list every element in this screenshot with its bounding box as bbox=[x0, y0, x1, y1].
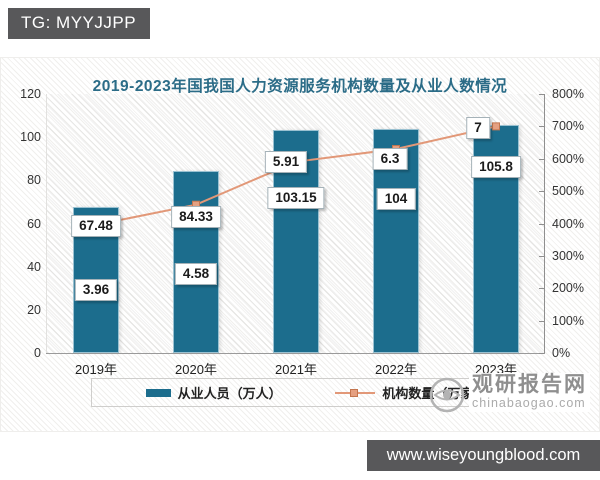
right-axis-tick-mark bbox=[539, 126, 544, 128]
right-axis-tick: 200% bbox=[552, 281, 584, 296]
watermark-site-url: chinabaogao.com bbox=[472, 396, 586, 410]
right-axis-tick: 800% bbox=[552, 87, 584, 101]
right-axis-tick: 500% bbox=[552, 184, 584, 199]
right-axis-tick: 400% bbox=[552, 216, 584, 231]
line-value-label: 6.3 bbox=[372, 148, 408, 170]
bottom-banner: www.wiseyoungblood.com bbox=[367, 440, 600, 471]
left-axis-tick: 20 bbox=[27, 302, 41, 317]
right-axis-tick: 700% bbox=[552, 119, 584, 134]
legend-line-marker bbox=[335, 388, 376, 398]
bar-value-label: 84.33 bbox=[171, 206, 221, 228]
right-axis-tick: 100% bbox=[552, 313, 584, 328]
line-value-label: 7 bbox=[466, 117, 490, 139]
x-axis-label: 2021年 bbox=[275, 362, 317, 377]
bar-value-label: 104 bbox=[376, 188, 416, 210]
right-axis-tick-mark bbox=[539, 223, 544, 225]
watermark-site-name: 观研报告网 bbox=[472, 373, 587, 396]
right-axis-tick-mark bbox=[539, 320, 544, 322]
legend-item-employees: 从业人员（万人） bbox=[145, 383, 282, 402]
bar-value-label: 67.48 bbox=[71, 215, 121, 237]
x-axis-label: 2020年 bbox=[175, 362, 217, 377]
right-axis-tick-mark bbox=[539, 353, 544, 354]
right-axis-tick-mark bbox=[539, 158, 544, 160]
eye-logo-icon bbox=[427, 375, 467, 420]
right-axis-tick-mark bbox=[539, 94, 544, 95]
legend-item-agencies: 机构数量（万家） bbox=[335, 383, 486, 402]
chart-title: 2019-2023年国我国人力资源服务机构数量及从业人数情况 bbox=[92, 78, 508, 95]
left-axis-tick: 40 bbox=[27, 259, 41, 274]
line-value-label: 5.91 bbox=[264, 151, 308, 173]
left-axis-tick: 0 bbox=[34, 346, 41, 360]
left-axis-tick: 100 bbox=[20, 130, 41, 145]
bar-value-label: 103.15 bbox=[267, 187, 325, 209]
right-axis-tick-mark bbox=[539, 255, 544, 257]
right-axis-line bbox=[544, 94, 545, 353]
chart-region: 2019-2023年国我国人力资源服务机构数量及从业人数情况 0 20 40 60 80… bbox=[0, 57, 600, 432]
right-axis-tick: 300% bbox=[552, 248, 584, 263]
right-axis-tick: 600% bbox=[552, 151, 584, 166]
watermark-text: 观研报告网 chinabaogao.com bbox=[469, 373, 590, 412]
x-axis-label: 2022年 bbox=[375, 362, 417, 377]
right-axis-tick: 0% bbox=[552, 346, 571, 360]
line-value-label: 4.58 bbox=[174, 263, 218, 285]
x-axis-label: 2019年 bbox=[75, 362, 117, 377]
left-axis-tick: 60 bbox=[27, 216, 41, 231]
tg-badge: TG: MYYJJPP bbox=[8, 8, 151, 39]
right-axis-tick-mark bbox=[539, 191, 544, 193]
legend-label-agencies: 机构数量（万家） bbox=[382, 386, 487, 401]
left-axis-tick: 120 bbox=[20, 87, 41, 101]
line-value-label: 3.96 bbox=[74, 279, 118, 301]
legend: 从业人员（万人） 机构数量（万家） bbox=[91, 378, 541, 407]
watermark: 观研报告网 chinabaogao.com bbox=[421, 373, 599, 417]
legend-bar-swatch bbox=[145, 388, 171, 397]
legend-label-employees: 从业人员（万人） bbox=[177, 386, 282, 401]
x-axis-line bbox=[46, 353, 545, 354]
bar-value-label: 105.8 bbox=[471, 156, 521, 178]
right-axis-tick-mark bbox=[539, 288, 544, 290]
left-axis-tick: 80 bbox=[27, 173, 41, 188]
bar bbox=[173, 170, 219, 353]
